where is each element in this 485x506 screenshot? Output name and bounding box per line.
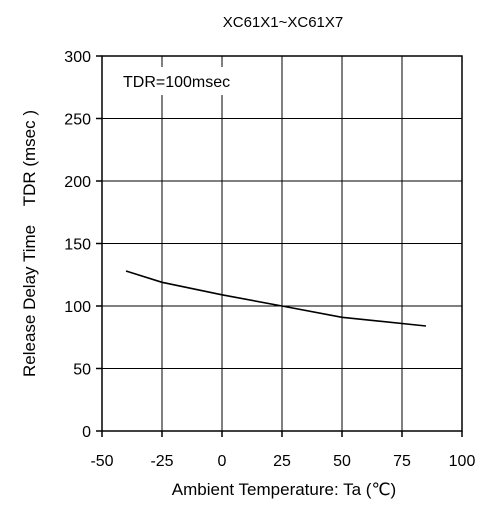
y-tick-label: 250: [64, 112, 91, 129]
y-tick-label: 50: [73, 362, 91, 379]
x-tick-label: 100: [449, 453, 476, 470]
y-tick-label: 300: [64, 49, 91, 66]
series: [125, 270, 427, 327]
y-axis-label: Release Delay Time TDR (msec ): [20, 110, 39, 377]
annotation-label: TDR=100msec: [123, 74, 230, 91]
x-tick-label: -50: [90, 453, 113, 470]
x-tick-label: -25: [150, 453, 173, 470]
y-tick-label: 150: [64, 237, 91, 254]
series-line: [125, 270, 427, 327]
x-tick-label: 25: [273, 453, 291, 470]
x-tick-label: 0: [218, 453, 227, 470]
y-tick-label: 100: [64, 299, 91, 316]
y-tick-label: 0: [82, 424, 91, 441]
grid: [102, 56, 462, 431]
y-tick-label: 200: [64, 174, 91, 191]
x-axis-label: Ambient Temperature: Ta (℃): [172, 480, 396, 499]
annotation-background: [114, 67, 246, 95]
x-axis-ticks: -50 -25 0 25 50 75 100: [90, 431, 475, 470]
y-axis-ticks: 0 50 100 150 200 250 300: [64, 49, 102, 441]
x-tick-label: 75: [393, 453, 411, 470]
x-tick-label: 50: [333, 453, 351, 470]
chart-title: XC61X1~XC61X7: [223, 14, 344, 31]
